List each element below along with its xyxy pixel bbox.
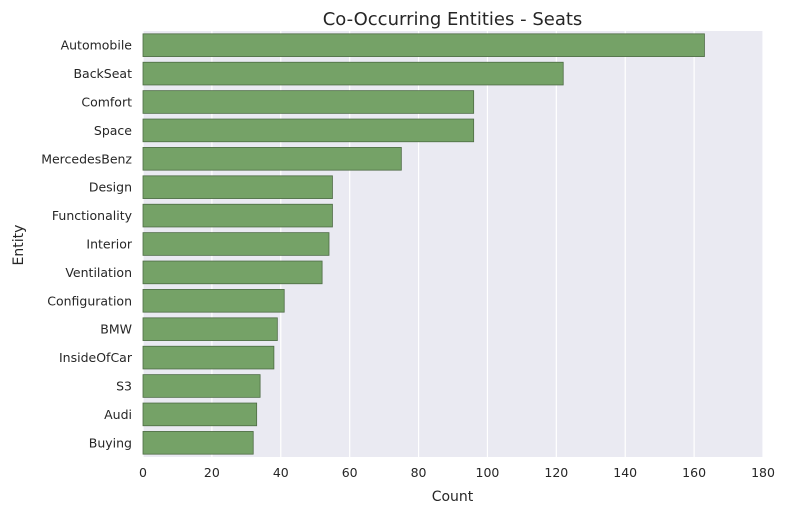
bar-audi [142, 402, 258, 427]
y-axis-label: Entity [11, 225, 27, 266]
x-tick-label: 120 [544, 465, 568, 480]
y-tick-label: InsideOfCar [59, 350, 133, 365]
bar-design [142, 175, 333, 199]
bars [142, 33, 705, 455]
y-tick-label: Buying [89, 435, 132, 450]
x-tick-label: 180 [751, 465, 775, 480]
x-tick-label: 80 [411, 465, 427, 480]
y-tick-label: Functionality [52, 208, 133, 223]
x-tick-label: 140 [613, 465, 637, 480]
y-tick-label: Comfort [81, 95, 132, 110]
y-tick-label: Configuration [47, 293, 132, 308]
x-tick-label: 20 [204, 465, 220, 480]
bar-configuration [142, 289, 285, 313]
y-tick-label: Space [94, 123, 132, 138]
x-axis-label: Count [432, 489, 474, 505]
bar-automobile [142, 33, 705, 57]
x-tick-label: 0 [139, 465, 147, 480]
x-tick-label: 100 [476, 465, 500, 480]
chart-title: Co-Occurring Entities - Seats [323, 9, 583, 30]
bar-ventilation [142, 260, 323, 285]
bar-space [142, 118, 475, 143]
y-tick-label: BMW [100, 322, 132, 337]
x-tick-label: 40 [273, 465, 289, 480]
bar-mercedesbenz [142, 147, 402, 171]
y-tick-label: Interior [86, 237, 132, 252]
bar-backseat [142, 61, 564, 86]
bar-bmw [142, 317, 278, 341]
y-tick-labels: Automobile BackSeat Comfort Space MercedesBe… [41, 38, 133, 451]
y-tick-label: BackSeat [73, 66, 132, 81]
bar-s3 [142, 374, 261, 398]
y-tick-label: Ventilation [65, 265, 132, 280]
bar-interior [142, 232, 330, 256]
y-tick-label: S3 [116, 379, 132, 394]
bar-functionality [142, 203, 333, 228]
y-tick-label: MercedesBenz [41, 151, 132, 166]
x-tick-label: 60 [342, 465, 358, 480]
y-tick-label: Audi [104, 407, 132, 422]
bar-insideofcar [142, 345, 275, 370]
x-tick-label: 160 [682, 465, 706, 480]
x-tick-labels: 0 20 40 60 80 100 120 140 160 180 [139, 465, 775, 480]
bar-buying [142, 431, 254, 455]
y-tick-label: Design [89, 180, 132, 195]
y-tick-label: Automobile [61, 38, 133, 53]
bar-comfort [142, 90, 475, 114]
